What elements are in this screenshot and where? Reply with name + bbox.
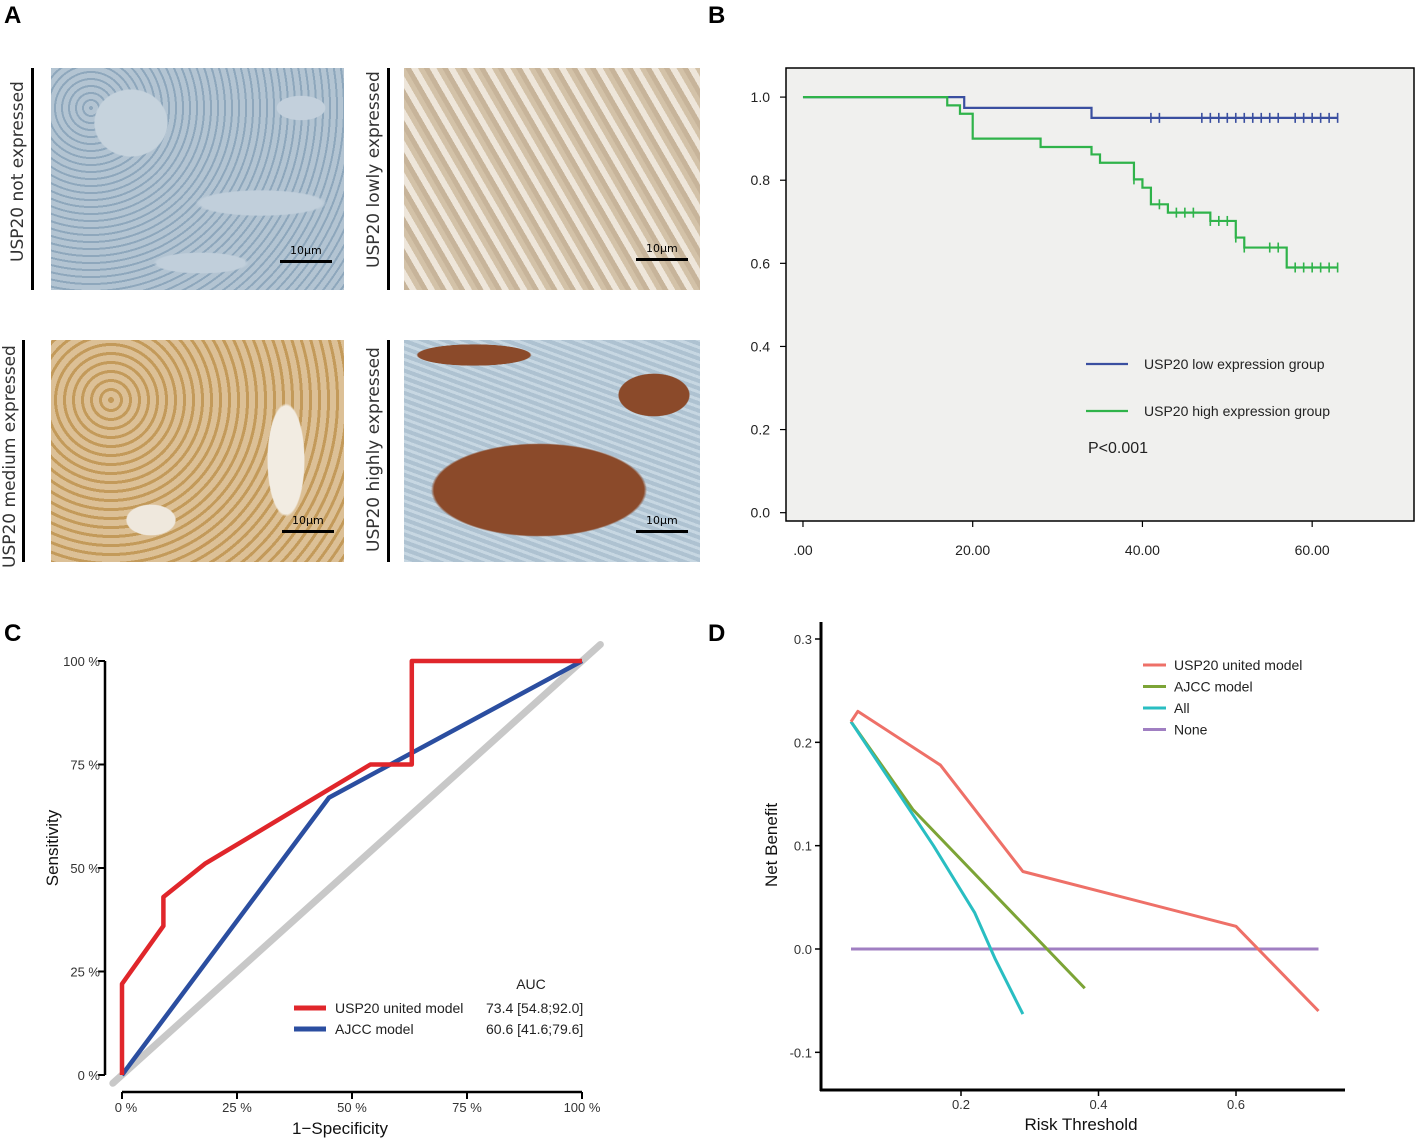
p-value-annotation: P<0.001 xyxy=(1088,440,1148,457)
x-tick-label: 60.00 xyxy=(1295,542,1330,558)
scale-bar xyxy=(636,530,688,533)
x-tick-label: 40.00 xyxy=(1125,542,1160,558)
legend-label: AJCC model xyxy=(1174,679,1253,695)
ihc-image-medium-expressed xyxy=(51,340,344,562)
panel-letter-b: B xyxy=(708,2,726,29)
net-benefit-line xyxy=(849,720,1086,990)
ihc-image-lowly-expressed xyxy=(404,68,700,290)
net-benefit-line xyxy=(849,720,1025,1015)
x-tick-label: 25 % xyxy=(222,1100,252,1115)
tissue-texture xyxy=(404,340,700,562)
legend-label: AJCC model xyxy=(335,1021,414,1037)
roc-line-usp20 xyxy=(119,658,582,1075)
ihc-label-bar xyxy=(31,68,34,290)
y-tick-label: -0.1 xyxy=(790,1045,812,1060)
ihc-label-bar xyxy=(387,68,390,290)
y-tick-label: 0.1 xyxy=(794,839,812,854)
scale-label: 10μm xyxy=(646,514,678,527)
scale-bar xyxy=(280,260,332,263)
legend-header: AUC xyxy=(516,976,546,992)
legend-label: All xyxy=(1174,700,1190,716)
legend-label: USP20 united model xyxy=(335,1000,463,1016)
ihc-label-bar xyxy=(22,340,25,562)
scale-label: 10μm xyxy=(646,242,678,255)
y-tick-label: 0.0 xyxy=(751,505,771,521)
ihc-label-highly-expressed: USP20 highly expressed xyxy=(364,347,384,552)
y-tick-label: 25 % xyxy=(70,965,100,980)
roc-line-ajcc xyxy=(120,659,584,1077)
net-benefit-line xyxy=(849,709,1320,1013)
y-axis-label: Net Benefit xyxy=(762,803,781,887)
x-tick-label: 20.00 xyxy=(955,542,990,558)
x-tick-label: 75 % xyxy=(452,1100,482,1115)
y-tick-label: 0.3 xyxy=(794,632,812,647)
legend-label: USP20 united model xyxy=(1174,657,1302,673)
y-tick-label: 0.2 xyxy=(794,735,812,750)
legend-auc-value: 60.6 [41.6;79.6] xyxy=(486,1021,583,1037)
y-tick-label: 100 % xyxy=(63,654,100,669)
survival-line-low xyxy=(802,95,1338,119)
tissue-texture xyxy=(404,68,700,290)
x-tick-label: 0.6 xyxy=(1227,1097,1245,1112)
ihc-label-lowly-expressed: USP20 lowly expressed xyxy=(364,71,384,268)
tissue-texture xyxy=(51,340,344,562)
ihc-image-not-expressed xyxy=(51,68,344,290)
panel-letter-a: A xyxy=(4,2,22,29)
legend-label: None xyxy=(1174,722,1208,738)
scale-label: 10μm xyxy=(290,244,322,257)
x-axis-label: Risk Threshold xyxy=(1024,1115,1137,1134)
y-tick-label: 0 % xyxy=(78,1068,101,1083)
y-tick-label: 0.0 xyxy=(794,942,812,957)
x-tick-label: .00 xyxy=(793,542,813,558)
y-tick-label: 75 % xyxy=(70,758,100,773)
x-tick-label: 0.2 xyxy=(952,1097,970,1112)
tissue-texture xyxy=(51,68,344,290)
plot-frame xyxy=(785,67,1415,522)
ihc-label-not-expressed: USP20 not expressed xyxy=(8,81,28,262)
legend-label: USP20 low expression group xyxy=(1144,356,1325,372)
y-tick-label: 0.8 xyxy=(751,172,771,188)
legend-auc-value: 73.4 [54.8;92.0] xyxy=(486,1000,583,1016)
y-tick-label: 0.6 xyxy=(751,255,771,271)
x-tick-label: 0.4 xyxy=(1089,1097,1107,1112)
ihc-image-highly-expressed xyxy=(404,340,700,562)
reference-diagonal xyxy=(109,640,604,1087)
y-tick-label: 0.4 xyxy=(751,338,771,354)
panel-letter-d: D xyxy=(708,620,726,647)
y-tick-label: 1.0 xyxy=(751,89,771,105)
legend-label: USP20 high expression group xyxy=(1144,403,1330,419)
x-tick-label: 50 % xyxy=(337,1100,367,1115)
ihc-label-medium-expressed: USP20 medium expressed xyxy=(0,345,20,568)
ihc-label-bar xyxy=(387,340,390,562)
x-tick-label: 0 % xyxy=(115,1100,138,1115)
survival-line-high xyxy=(802,95,1338,269)
scale-label: 10μm xyxy=(292,514,324,527)
panel-letter-c: C xyxy=(4,620,22,647)
x-tick-label: 100 % xyxy=(564,1100,601,1115)
y-tick-label: 50 % xyxy=(70,861,100,876)
scale-bar xyxy=(282,530,334,533)
x-axis-label: 1−Specificity xyxy=(292,1119,388,1138)
y-axis-label: Sensitivity xyxy=(43,809,62,886)
scale-bar xyxy=(636,258,688,261)
y-tick-label: 0.2 xyxy=(751,422,771,438)
